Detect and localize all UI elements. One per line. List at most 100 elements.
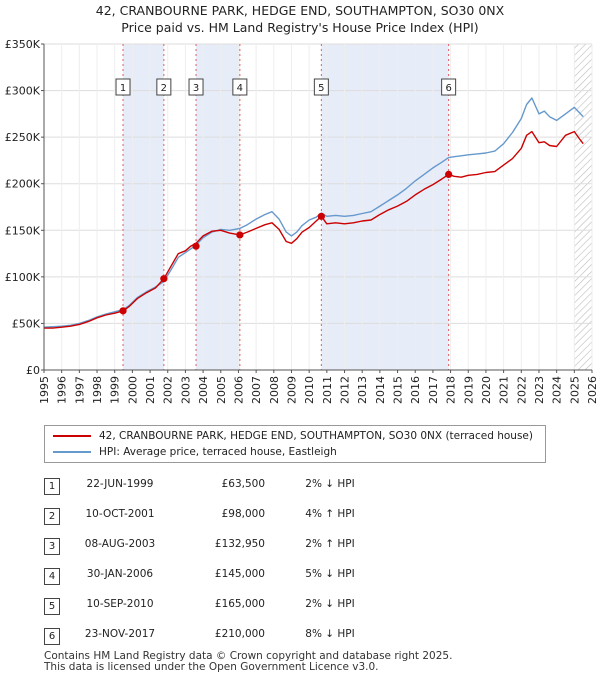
- sale-row: 5 10-SEP-2010 £165,000 2% ↓ HPI: [40, 592, 400, 622]
- x-tick-label: 2020: [480, 376, 493, 404]
- sale-hpi-diff: 5% ↓ HPI: [305, 568, 355, 580]
- hatch-region: [574, 44, 592, 370]
- sale-number: 1: [44, 478, 60, 495]
- x-tick-label: 2014: [374, 376, 387, 404]
- footer: Contains HM Land Registry data © Crown c…: [44, 651, 452, 673]
- sale-point-3: [192, 242, 200, 250]
- marker-label-5: 5: [318, 83, 324, 94]
- sale-price: £145,000: [214, 568, 265, 580]
- y-tick-label: £100K: [5, 271, 41, 284]
- chart-legend: 42, CRANBOURNE PARK, HEDGE END, SOUTHAMP…: [44, 425, 546, 463]
- x-tick-label: 2025: [568, 376, 581, 404]
- sale-date: 10-OCT-2001: [85, 508, 155, 520]
- sale-price: £63,500: [221, 478, 265, 490]
- sale-point-5: [317, 212, 325, 220]
- y-tick-label: £300K: [5, 85, 41, 98]
- hpi-line: [43, 97, 584, 328]
- x-tick-label: 2019: [462, 376, 475, 404]
- sale-point-6: [445, 170, 453, 178]
- sale-row: 3 08-AUG-2003 £132,950 2% ↑ HPI: [40, 532, 400, 562]
- x-tick-label: 2011: [321, 376, 334, 404]
- sale-point-1: [119, 307, 127, 315]
- marker-label-3: 3: [193, 83, 199, 94]
- x-tick-label: 2002: [162, 376, 175, 404]
- x-tick-label: 1999: [109, 376, 122, 404]
- x-tick-label: 2007: [250, 376, 263, 404]
- x-tick-label: 2001: [144, 376, 157, 404]
- x-tick-label: 2010: [303, 376, 316, 404]
- y-tick-label: £50K: [12, 317, 41, 330]
- sale-date: 22-JUN-1999: [86, 478, 154, 490]
- price-chart: 1 2 3 4 5 6 £0 £50K £100K £150K £200K £250K £300K £35…: [5, 38, 599, 404]
- sale-number: 3: [44, 538, 60, 555]
- legend-item-hpi: HPI: Average price, terraced house, East…: [53, 444, 337, 460]
- x-tick-label: 2004: [197, 376, 210, 404]
- y-tick-label: £150K: [5, 224, 41, 237]
- marker-box-5: [313, 78, 329, 96]
- sale-row: 6 23-NOV-2017 £210,000 8% ↓ HPI: [40, 622, 400, 652]
- sales-table: 1 22-JUN-1999 £63,500 2% ↓ HPI 2 10-OCT-2001 £…: [40, 472, 400, 652]
- x-tick-label: 1995: [38, 376, 51, 404]
- x-tick-label: 2005: [215, 376, 228, 404]
- price-line: [44, 130, 584, 329]
- x-tick-label: 2016: [409, 376, 422, 404]
- marker-box-2: [156, 78, 172, 96]
- x-tick-label: 2026: [586, 376, 599, 404]
- x-tick-label: 1996: [56, 376, 69, 404]
- marker-label-6: 6: [445, 83, 451, 94]
- x-tick-label: 2009: [285, 376, 298, 404]
- marker-label-4: 4: [237, 83, 243, 94]
- chart-title-subtitle: Price paid vs. HM Land Registry's House …: [121, 20, 479, 35]
- sale-number: 2: [44, 508, 60, 525]
- sale-number: 5: [44, 598, 60, 615]
- chart-title: 42, CRANBOURNE PARK, HEDGE END, SOUTHAMP…: [0, 2, 600, 36]
- sale-price: £165,000: [214, 598, 265, 610]
- legend-label-hpi: HPI: Average price, terraced house, East…: [99, 446, 337, 458]
- marker-box-3: [188, 78, 204, 96]
- sale-hpi-diff: 2% ↓ HPI: [305, 478, 355, 490]
- sale-date: 10-SEP-2010: [86, 598, 154, 610]
- sale-number: 6: [44, 628, 60, 645]
- x-tick-label: 1998: [91, 376, 104, 404]
- marker-box-4: [232, 78, 248, 96]
- x-tick-label: 2024: [551, 376, 564, 404]
- x-tick-label: 2008: [268, 376, 281, 404]
- x-tick-label: 2003: [179, 376, 192, 404]
- y-tick-label: £0: [26, 364, 40, 377]
- sale-price: £210,000: [214, 628, 265, 640]
- legend-swatch-price: [53, 435, 91, 437]
- sale-row: 2 10-OCT-2001 £98,000 4% ↑ HPI: [40, 502, 400, 532]
- x-tick-label: 2015: [392, 376, 405, 404]
- x-tick-label: 2000: [126, 376, 139, 404]
- sale-hpi-diff: 2% ↓ HPI: [305, 598, 355, 610]
- sale-hpi-diff: 4% ↑ HPI: [305, 508, 355, 520]
- x-tick-label: 2012: [339, 376, 352, 404]
- marker-label-2: 2: [161, 83, 167, 94]
- x-tick-label: 2022: [515, 376, 528, 404]
- y-tick-label: £350K: [5, 38, 41, 51]
- sale-date: 23-NOV-2017: [84, 628, 156, 640]
- sale-price: £132,950: [214, 538, 265, 550]
- y-tick-label: £250K: [5, 131, 41, 144]
- sale-date: 30-JAN-2006: [86, 568, 154, 580]
- x-tick-label: 2013: [356, 376, 369, 404]
- y-tick-label: £200K: [5, 178, 41, 191]
- x-tick-label: 2006: [232, 376, 245, 404]
- x-tick-label: 1997: [73, 376, 86, 404]
- legend-item-price: 42, CRANBOURNE PARK, HEDGE END, SOUTHAMP…: [53, 428, 533, 444]
- shaded-band-3: [321, 44, 449, 370]
- x-tick-label: 2018: [445, 376, 458, 404]
- shaded-band-1: [123, 44, 164, 370]
- sale-number: 4: [44, 568, 60, 585]
- marker-label-1: 1: [120, 83, 126, 94]
- sale-row: 1 22-JUN-1999 £63,500 2% ↓ HPI: [40, 472, 400, 502]
- x-tick-label: 2023: [533, 376, 546, 404]
- x-tick-label: 2021: [498, 376, 511, 404]
- sale-row: 4 30-JAN-2006 £145,000 5% ↓ HPI: [40, 562, 400, 592]
- chart-title-address: 42, CRANBOURNE PARK, HEDGE END, SOUTHAMP…: [95, 3, 505, 18]
- marker-box-1: [115, 78, 131, 96]
- sale-point-2: [160, 275, 168, 283]
- x-tick-label: 2017: [427, 376, 440, 404]
- footer-copyright: Contains HM Land Registry data © Crown c…: [44, 650, 453, 662]
- sale-hpi-diff: 2% ↑ HPI: [305, 538, 355, 550]
